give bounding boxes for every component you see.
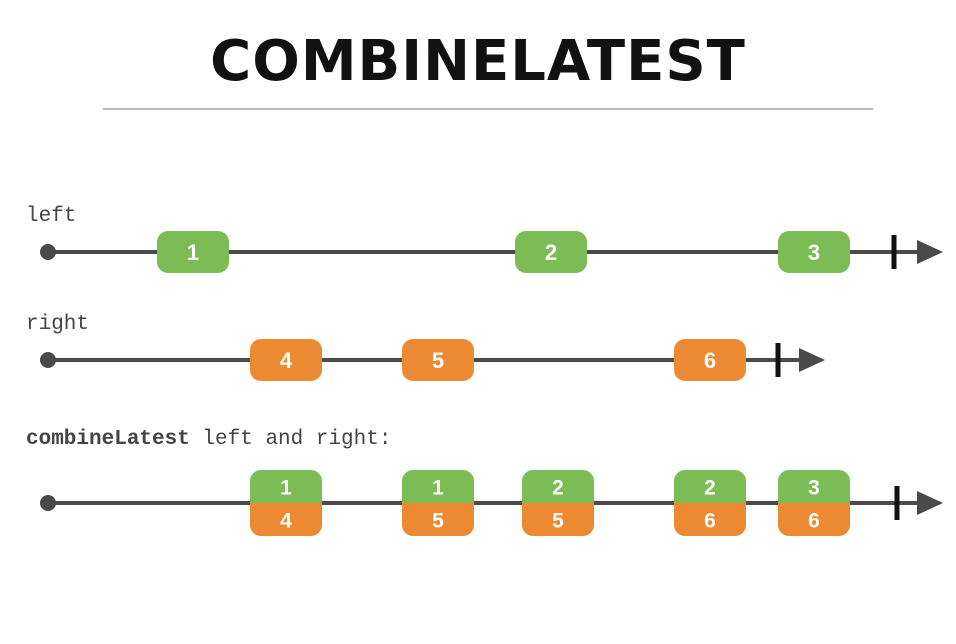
- combined-marble: 14: [250, 470, 322, 536]
- left-marble: 3: [778, 231, 850, 273]
- diagram-title: COMBINELATEST: [210, 29, 746, 94]
- timeline-arrow: [917, 240, 943, 264]
- marble-top-half: [402, 470, 474, 503]
- marble-top-value: 1: [432, 477, 444, 500]
- marble-value: 1: [187, 240, 199, 265]
- left-marble: 2: [515, 231, 587, 273]
- marble-value: 4: [280, 348, 293, 373]
- marble-top-half: [522, 470, 594, 503]
- right-marble: 4: [250, 339, 322, 381]
- marble-body: [250, 339, 322, 381]
- marble-top-half: [250, 470, 322, 503]
- marble-bottom-value: 6: [704, 510, 716, 533]
- combined-label-rest: left and right:: [190, 428, 392, 451]
- marble-halves: [674, 470, 746, 536]
- marble-bottom-half: [674, 503, 746, 536]
- marble-top-value: 3: [808, 477, 820, 500]
- combined-label-bold: combineLatest: [26, 428, 190, 451]
- marble-value: 6: [704, 348, 716, 373]
- right-marble: 5: [402, 339, 474, 381]
- timeline-arrow: [917, 491, 943, 515]
- marble-bottom-value: 5: [552, 510, 564, 533]
- marble-top-value: 2: [552, 477, 564, 500]
- marble-bottom-half: [522, 503, 594, 536]
- marble-halves: [402, 470, 474, 536]
- marble-bottom-value: 4: [280, 510, 292, 533]
- marble-bottom-value: 5: [432, 510, 444, 533]
- combined-timeline-label: combineLatest left and right:: [26, 428, 391, 451]
- right-marble: 6: [674, 339, 746, 381]
- marble-body: [157, 231, 229, 273]
- timeline-arrow: [799, 348, 825, 372]
- marble-top-value: 1: [280, 477, 292, 500]
- marble-value: 3: [808, 240, 820, 265]
- marble-bottom-half: [402, 503, 474, 536]
- marble-value: 5: [432, 348, 444, 373]
- marble-body: [402, 339, 474, 381]
- marble-bottom-value: 6: [808, 510, 820, 533]
- marble-body: [515, 231, 587, 273]
- combined-marble: 26: [674, 470, 746, 536]
- marble-top-value: 2: [704, 477, 716, 500]
- marble-halves: [250, 470, 322, 536]
- marble-bottom-half: [778, 503, 850, 536]
- marble-halves: [778, 470, 850, 536]
- marble-bottom-half: [250, 503, 322, 536]
- left-timeline-label: left: [26, 205, 76, 228]
- marble-halves: [522, 470, 594, 536]
- marble-body: [778, 231, 850, 273]
- combined-marble: 25: [522, 470, 594, 536]
- combined-marble: 15: [402, 470, 474, 536]
- marble-top-half: [778, 470, 850, 503]
- marble-body: [674, 339, 746, 381]
- marble-value: 2: [545, 240, 557, 265]
- combined-marble: 36: [778, 470, 850, 536]
- marble-top-half: [674, 470, 746, 503]
- right-timeline: 4 5 6: [40, 339, 825, 381]
- left-timeline: 1 2 3: [40, 231, 943, 273]
- right-timeline-label: right: [26, 313, 89, 336]
- left-marble: 1: [157, 231, 229, 273]
